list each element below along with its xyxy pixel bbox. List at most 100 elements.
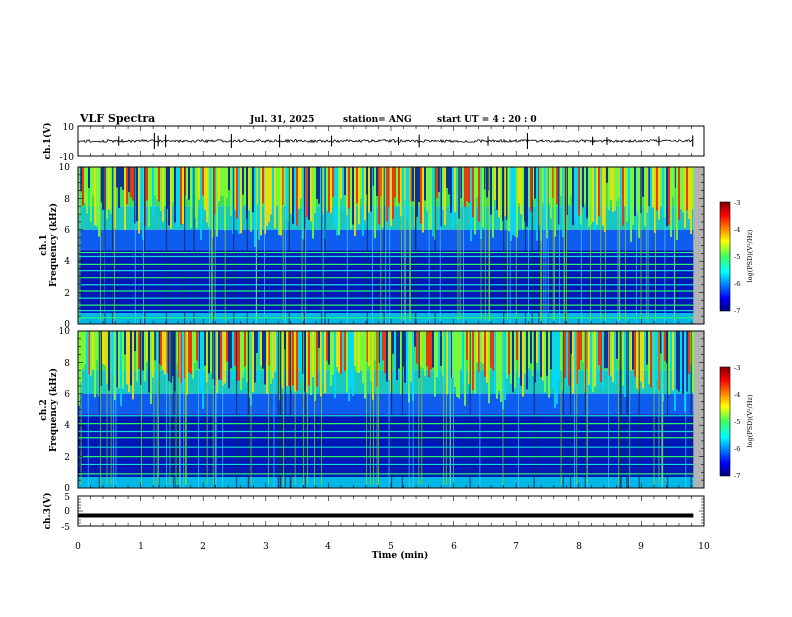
ch2-spec-streak-532 — [532, 331, 534, 377]
ch1-spec-streak-358 — [358, 167, 360, 225]
ch2-spec-streak-334 — [334, 331, 336, 399]
ch1-spec-streak-172 — [172, 167, 174, 203]
ch2-spec-streak-610 — [610, 331, 612, 377]
ch2-spec-streak-94 — [94, 331, 96, 398]
start-ut-label: start UT = 4 : 20 : 0 — [437, 115, 537, 125]
ch2-spec-streak-384 — [384, 331, 386, 374]
ch1-spec-streak-588 — [588, 167, 590, 227]
ch2-spec-streak-264 — [264, 331, 266, 385]
ch1-spec-streak-202 — [202, 167, 204, 196]
ch2-spec-streak-492 — [492, 331, 494, 371]
ch2-spec-streak-128 — [128, 331, 130, 393]
xtick-label-4: 4 — [325, 542, 331, 552]
ch2-spec-streak-588 — [588, 331, 590, 385]
ch1-spec-streak-364 — [364, 167, 366, 221]
ch1-spec-streak-256 — [256, 167, 258, 204]
ch1-spec-streak-276 — [276, 167, 278, 206]
ch2-spec-streak-276 — [276, 331, 278, 374]
ch2-spec-streak-428 — [428, 331, 430, 377]
ch2-spec-streak-306 — [306, 331, 308, 393]
ch2-spec-streak-146 — [146, 331, 148, 362]
ch2-spec-streak-478 — [478, 331, 480, 373]
ch1-spec-streak-200 — [200, 167, 202, 240]
ch2-spec-streak-260 — [260, 331, 262, 366]
xtick-label-6: 6 — [451, 542, 457, 552]
ch2-spec-streak-324 — [324, 331, 326, 394]
ch1-spec-streak-298 — [298, 167, 300, 209]
ch1-spec-streak-108 — [108, 167, 110, 210]
ch2-spec-streak-422 — [422, 331, 424, 369]
ch1-spec-streak-596 — [596, 167, 598, 225]
ch2-spec-streak-424 — [424, 331, 426, 377]
ch2-spec-streak-600 — [600, 331, 602, 383]
ch1-spec-streak-568 — [568, 167, 570, 205]
ch2-spec-streak-370 — [370, 331, 372, 382]
ch2-spec-streak-506 — [506, 331, 508, 379]
ch1-spec-streak-374 — [374, 167, 376, 239]
ch1-cbar-tick-m4: -4 — [734, 226, 740, 234]
ch2-spec-streak-558 — [558, 331, 560, 381]
ch2-spec-streak-154 — [154, 331, 156, 361]
ch1-waveform-trace — [78, 138, 694, 144]
ch1-waveform-ylabel: ch.1(V) — [42, 123, 53, 160]
ch2-spec-ylabel-frequency: Frequency (kHz) — [48, 368, 59, 452]
ch1-spec-streak-426 — [426, 167, 428, 212]
ch2-spec-streak-536 — [536, 331, 538, 364]
ch2-spec-streak-172 — [172, 331, 174, 377]
ch1-cbar-tick-m3: -3 — [734, 199, 740, 207]
ch1-spec-streak-548 — [548, 167, 550, 203]
ch2-spec-streak-482 — [482, 331, 484, 364]
ch2-spec-streak-414 — [414, 331, 416, 347]
ch1-spec-streak-628 — [628, 167, 630, 218]
ch2-spec-streak-300 — [300, 331, 302, 380]
ch3-ytick-mid: 0 — [64, 507, 70, 517]
ch2-spec-streak-652 — [652, 331, 654, 387]
ch1-spec-streak-520 — [520, 167, 522, 215]
ch2-spec-streak-688 — [688, 331, 690, 374]
ch1-spec-streak-508 — [508, 167, 510, 232]
ch1-spec-streak-546 — [546, 167, 548, 239]
ch2-spec-nodata-region — [693, 331, 704, 488]
ch2-spec-streak-640 — [640, 331, 642, 382]
xtick-label-10: 10 — [698, 542, 710, 552]
ch1-spec-streak-110 — [110, 167, 112, 214]
ch2-spec-streak-330 — [330, 331, 332, 387]
ch1-spec-streak-662 — [662, 167, 664, 217]
ch2-spec-streak-500 — [500, 331, 502, 403]
ch2-spec-streak-524 — [524, 331, 526, 374]
ch1-spec-streak-394 — [394, 167, 396, 198]
ch1-spec-streak-650 — [650, 167, 652, 207]
ch2-spec-streak-614 — [614, 331, 616, 385]
ch2-spec-streak-190 — [190, 331, 192, 375]
ch1-spec-streak-636 — [636, 167, 638, 213]
ch1-spec-streak-474 — [474, 167, 476, 235]
station-label: station= ANG — [343, 115, 412, 125]
ch1-spec-streak-314 — [314, 167, 316, 214]
ch1-spec-streak-270 — [270, 167, 272, 215]
ch2-spec-streak-342 — [342, 331, 344, 373]
ch2-spec-streak-178 — [178, 331, 180, 378]
ch1-spec-streak-682 — [682, 167, 684, 213]
ch2-spec-streak-668 — [668, 331, 670, 395]
ch2-spec-streak-352 — [352, 331, 354, 396]
ch2-spec-streak-504 — [504, 331, 506, 401]
ch2-spec-streak-518 — [518, 331, 520, 378]
ch3-waveform-panel: 5 0 -5 ch.3(V) 0 1 2 3 4 5 6 7 8 9 10 Ti… — [42, 493, 710, 561]
ch2-spec-streak-490 — [490, 331, 492, 368]
ch1-spec-streak-438 — [438, 167, 440, 193]
ch2-spec-streak-220 — [220, 331, 222, 381]
ch2-spec-streak-466 — [466, 331, 468, 360]
ch2-spec-streak-126 — [126, 331, 128, 385]
ch2-spec-streak-556 — [556, 331, 558, 405]
ch2-spec-streak-546 — [546, 331, 548, 376]
ch1-spec-streak-82 — [82, 167, 84, 206]
ch1-spec-streak-400 — [400, 167, 402, 217]
ch1-spec-streak-424 — [424, 167, 426, 201]
ch2-colorbar — [719, 366, 731, 477]
ch1-spec-streak-576 — [576, 167, 578, 229]
ch2-spec-streak-208 — [208, 331, 210, 374]
ch1-spec-streak-174 — [174, 167, 176, 223]
ch1-spec-streak-360 — [360, 167, 362, 199]
ch1-spec-streak-162 — [162, 167, 164, 222]
